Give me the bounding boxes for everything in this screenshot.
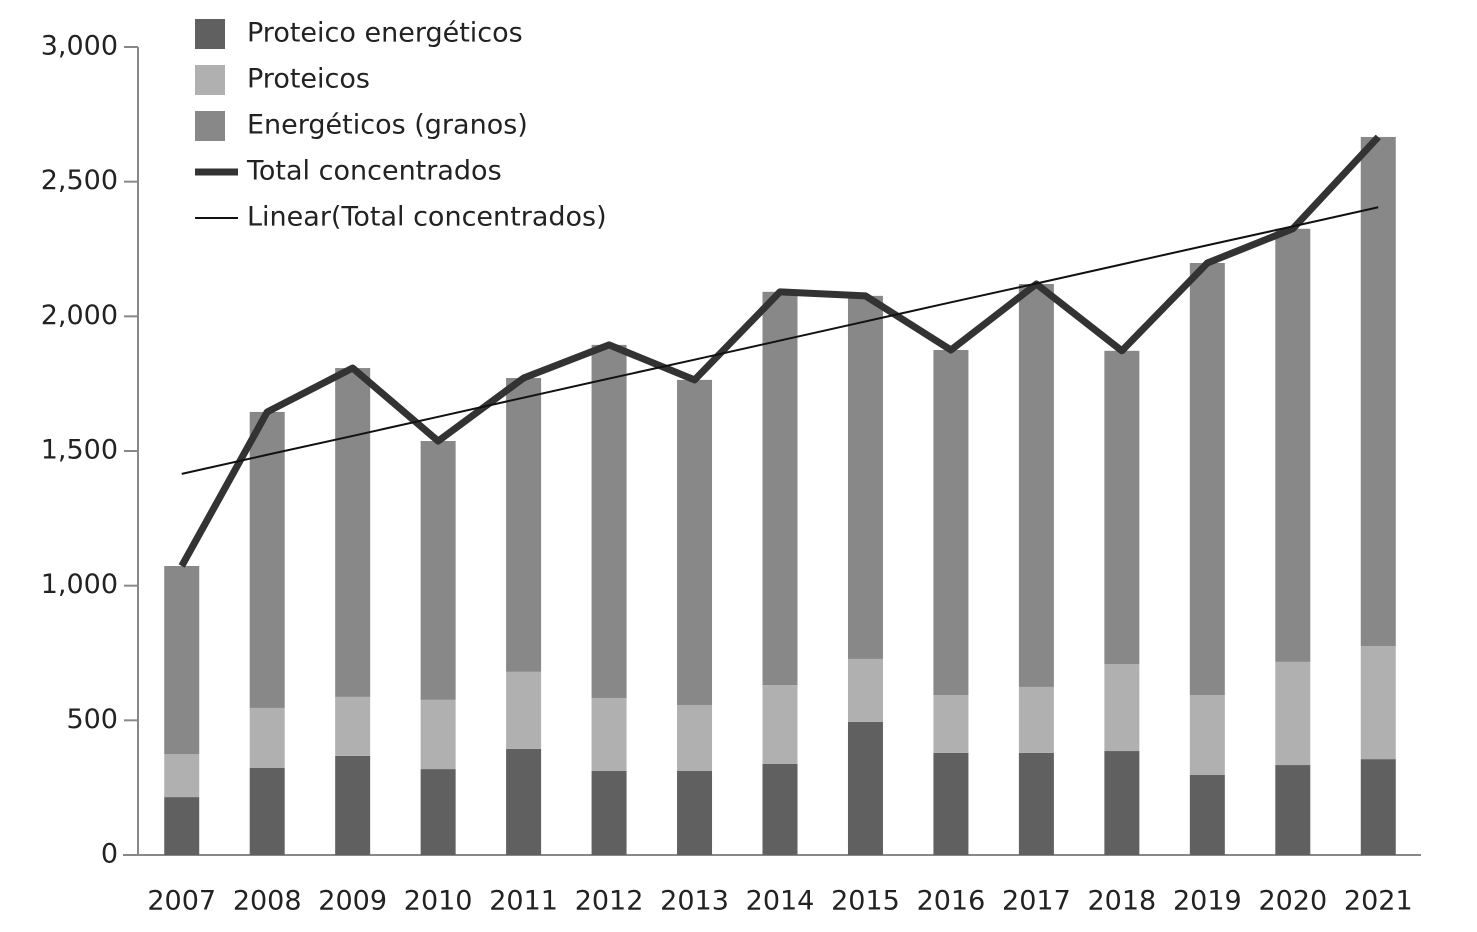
y-tick-label: 0	[101, 839, 118, 870]
x-tick-label: 2017	[1002, 886, 1071, 917]
bar-segment	[249, 707, 285, 769]
bar-segment	[1360, 136, 1396, 646]
y-tick-label: 3,000	[41, 31, 118, 62]
bar-segment	[1275, 661, 1311, 766]
x-tick-label: 2021	[1344, 886, 1413, 917]
bar-segment	[420, 769, 456, 855]
y-tick-label: 1,500	[41, 435, 118, 466]
y-tick-label: 2,000	[41, 300, 118, 331]
bar-segment	[1104, 664, 1140, 752]
y-tick-label: 1,000	[41, 569, 118, 600]
bar-segment	[591, 344, 627, 698]
bar-segment	[1104, 350, 1140, 665]
legend-label: Proteico energéticos	[247, 18, 523, 49]
legend-label: Energéticos (granos)	[247, 110, 528, 141]
bar-segment	[847, 721, 883, 855]
x-tick-label: 2020	[1258, 886, 1327, 917]
bar-segment	[164, 754, 200, 798]
x-tick-label: 2009	[318, 886, 387, 917]
bar-segment	[1360, 759, 1396, 855]
bar-segment	[1189, 695, 1225, 776]
bar-segment	[677, 704, 713, 771]
legend-swatch	[195, 19, 225, 49]
bar-segment	[506, 748, 542, 855]
bar-segment	[1360, 645, 1396, 760]
x-tick-label: 2018	[1088, 886, 1157, 917]
bar-segment	[420, 699, 456, 770]
bar-segment	[1275, 228, 1311, 662]
line-series	[178, 134, 1381, 568]
bar-segment	[1018, 284, 1054, 687]
x-tick-label: 2007	[147, 886, 216, 917]
bar-segment	[762, 685, 798, 764]
bar-segment	[335, 755, 371, 855]
bar-segment	[335, 696, 371, 756]
bar-segment	[249, 411, 285, 708]
bar-segment	[506, 378, 542, 672]
legend-label: Linear(Total concentrados)	[247, 202, 607, 233]
legend-swatch	[195, 111, 225, 141]
x-tick-label: 2010	[404, 886, 473, 917]
x-tick-label: 2008	[233, 886, 302, 917]
bar-segment	[847, 295, 883, 659]
bar-segment	[1018, 686, 1054, 753]
bar-segment	[591, 697, 627, 771]
bar-segment	[164, 797, 200, 855]
bar-segment	[933, 350, 969, 696]
bar-segment	[1104, 751, 1140, 855]
y-tick-label: 500	[66, 704, 118, 735]
bar-segment	[933, 752, 969, 855]
bar-segment	[847, 658, 883, 722]
bar-segment	[1018, 752, 1054, 855]
x-tick-label: 2016	[917, 886, 986, 917]
bar-segment	[164, 566, 200, 754]
y-tick-label: 2,500	[41, 165, 118, 196]
x-tick-label: 2015	[831, 886, 900, 917]
bar-segment	[762, 763, 798, 855]
legend-label: Proteicos	[247, 64, 370, 95]
bar-segment	[1275, 765, 1311, 855]
legend-swatch	[195, 65, 225, 95]
x-tick-label: 2019	[1173, 886, 1242, 917]
line-series	[181, 206, 1379, 475]
bar-segment	[762, 291, 798, 686]
bar-segment	[506, 671, 542, 749]
bar-segment	[591, 770, 627, 855]
bar-segment	[420, 441, 456, 700]
bar-segment	[933, 695, 969, 753]
bar-segment	[1189, 775, 1225, 855]
bar-segment	[677, 379, 713, 705]
x-tick-label: 2011	[489, 886, 558, 917]
bar-segment	[677, 770, 713, 855]
bar-segment	[1189, 263, 1225, 696]
x-tick-label: 2013	[660, 886, 729, 917]
x-tick-label: 2012	[575, 886, 644, 917]
bar-segment	[249, 768, 285, 855]
bar-segment	[335, 368, 371, 697]
legend-label: Total concentrados	[246, 156, 502, 187]
x-tick-label: 2014	[746, 886, 815, 917]
